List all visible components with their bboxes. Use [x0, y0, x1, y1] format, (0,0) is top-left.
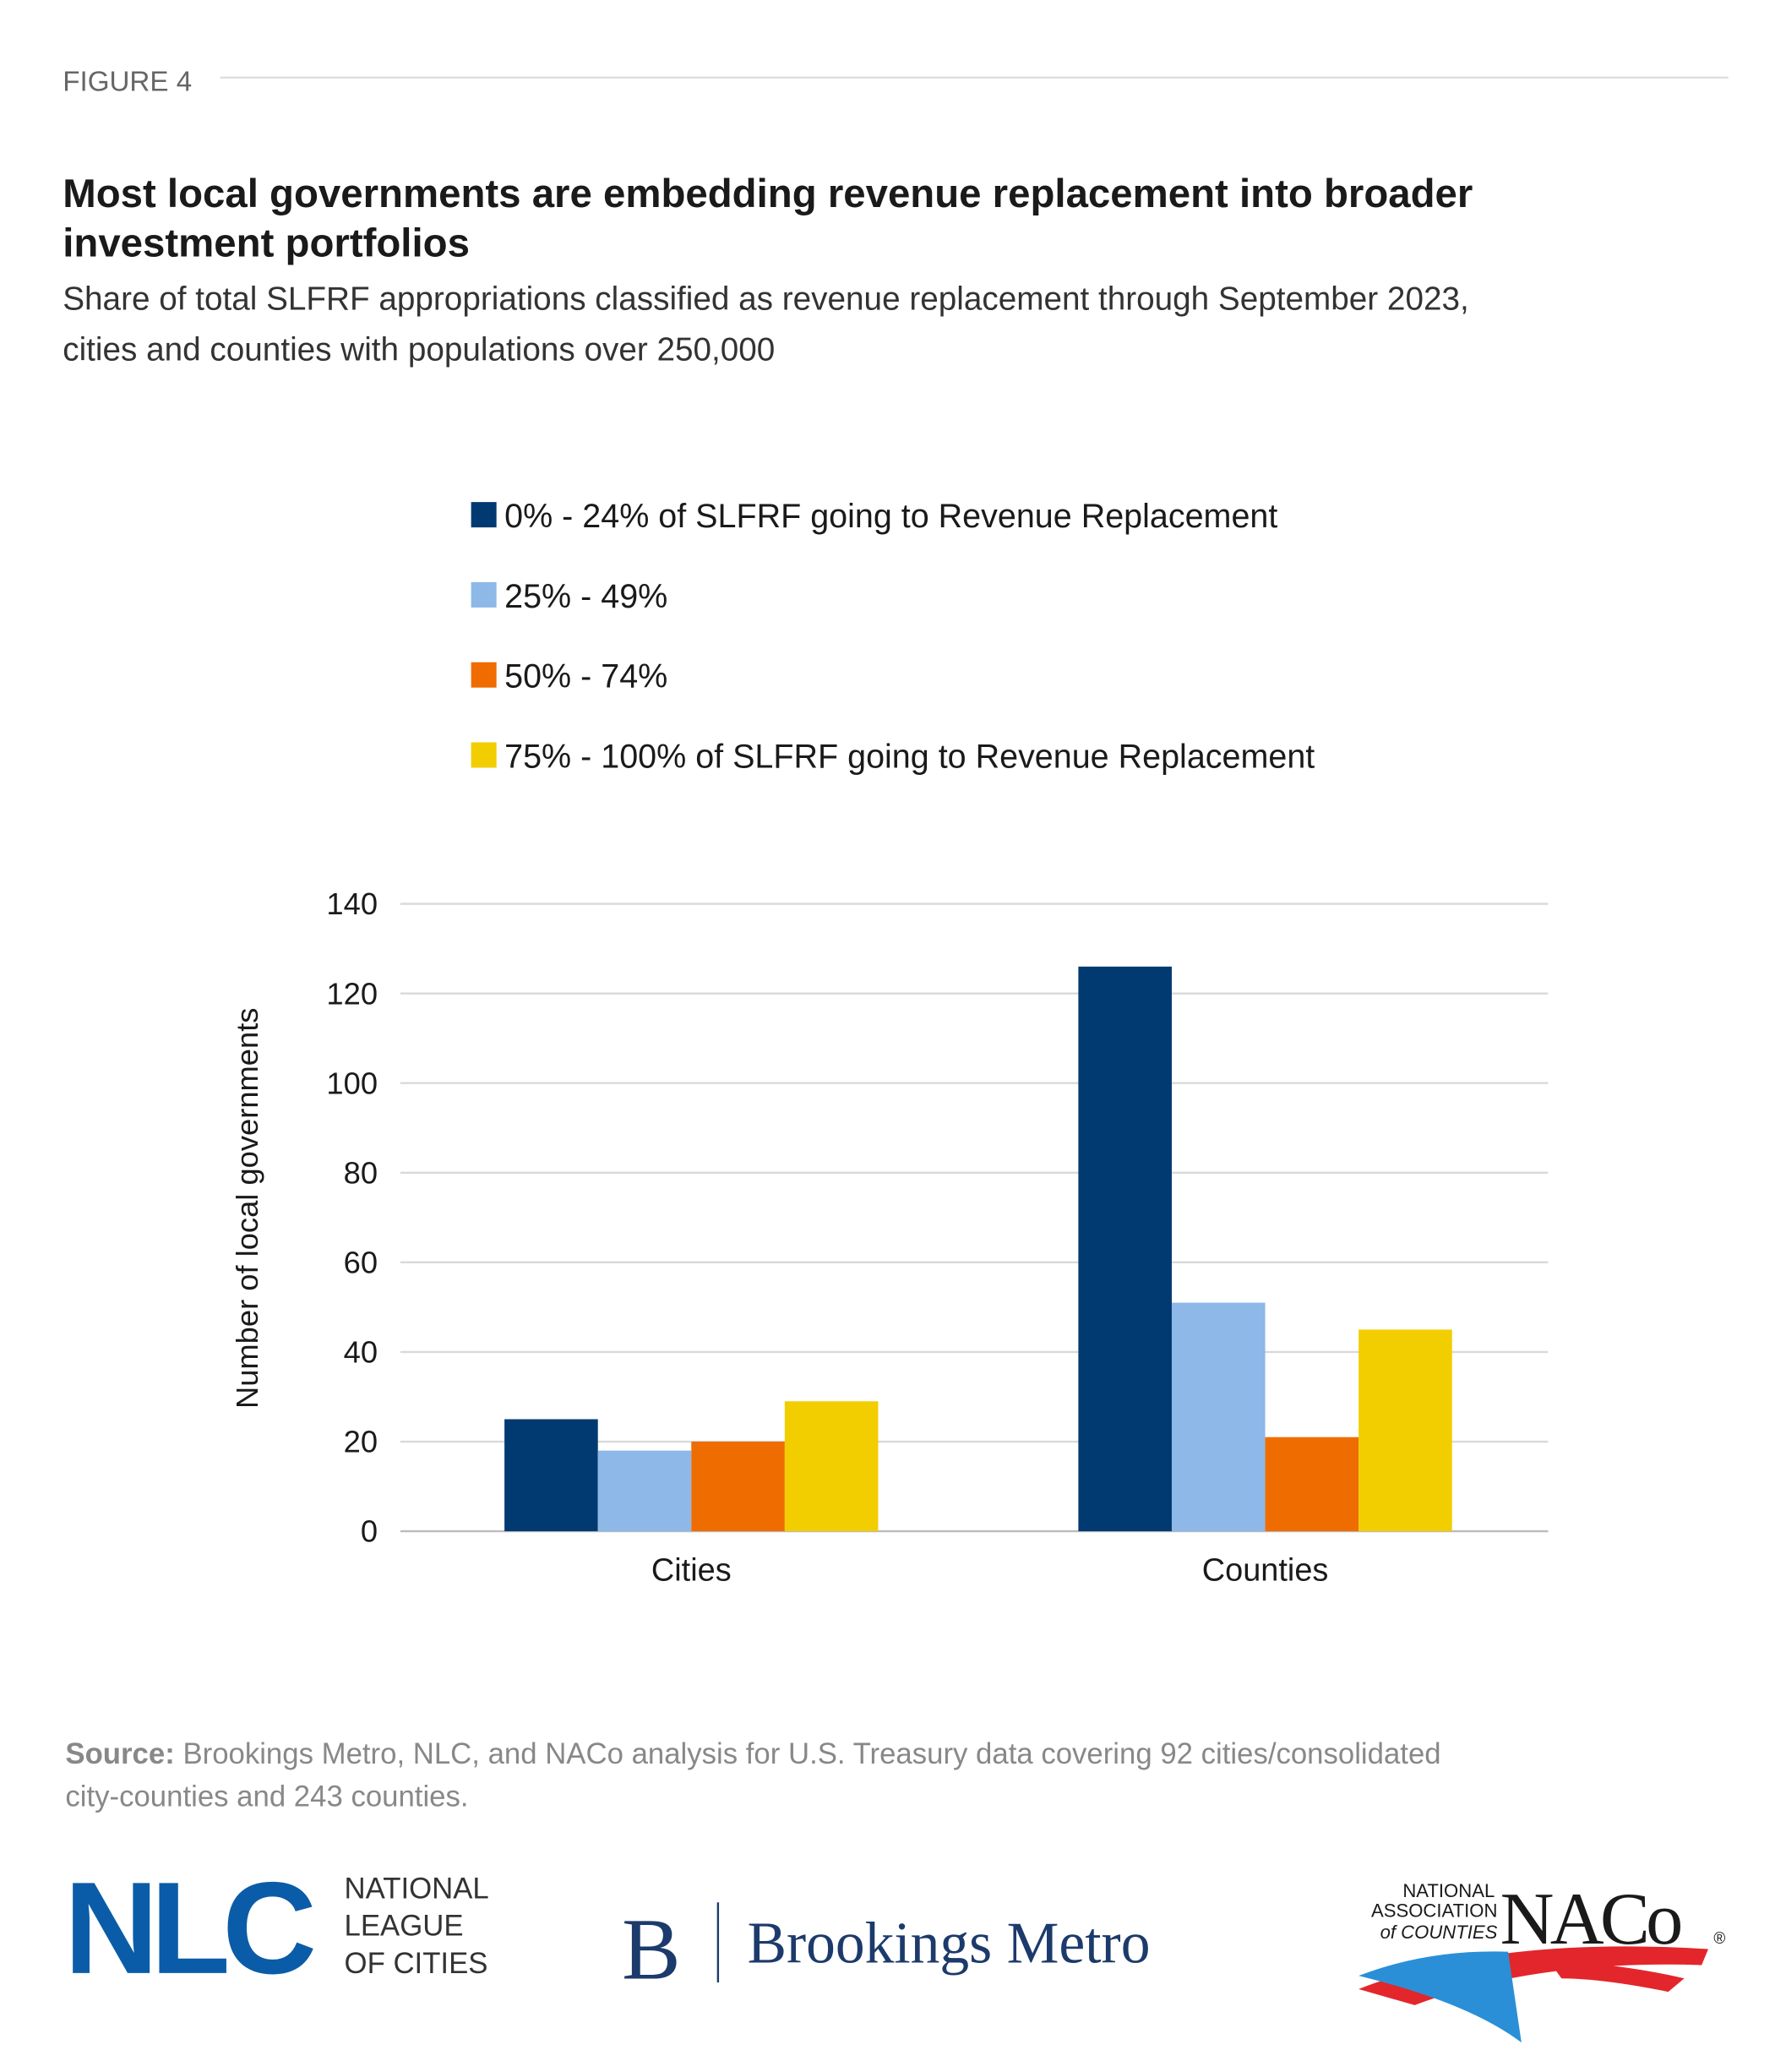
y-tick-label: 100 — [326, 1066, 378, 1100]
bar — [597, 1450, 692, 1532]
y-tick-label: 20 — [344, 1425, 378, 1459]
brookings-mark: B — [622, 1900, 681, 1998]
legend-swatch — [471, 742, 497, 768]
naco-text: NATIONAL — [1402, 1880, 1495, 1901]
naco-stripe — [1358, 1951, 1522, 2043]
source-text: city-counties and 243 counties. — [65, 1780, 468, 1813]
chart-title: Most local governments are embedding rev… — [63, 172, 1473, 216]
figure-label: FIGURE 4 — [63, 67, 192, 98]
chart-subtitle: Share of total SLFRF appropriations clas… — [63, 281, 1469, 318]
legend-label: 50% - 74% — [504, 658, 667, 695]
naco-text: ASSOCIATION — [1371, 1900, 1497, 1922]
bar — [1078, 966, 1172, 1532]
naco-reg: ® — [1713, 1930, 1725, 1948]
nlc-text: LEAGUE — [345, 1911, 464, 1943]
chart-title: investment portfolios — [63, 221, 470, 265]
legend-swatch — [471, 502, 497, 528]
source-text: Brookings Metro, NLC, and NACo analysis … — [182, 1738, 1440, 1770]
y-tick-label: 140 — [326, 886, 378, 921]
brookings-name: Brookings Metro — [748, 1911, 1151, 1976]
legend-swatch — [471, 662, 497, 688]
legend-swatch — [471, 581, 497, 608]
source-label: Source: — [65, 1738, 174, 1770]
legend-label: 0% - 24% of SLFRF going to Revenue Repla… — [504, 498, 1277, 535]
source: Source: Brookings Metro, NLC, and NACo a… — [65, 1738, 1440, 1770]
chart-subtitle: cities and counties with populations ove… — [63, 332, 775, 368]
nlc-text: OF CITIES — [345, 1948, 488, 1980]
bar — [691, 1442, 785, 1532]
naco-stripe — [1548, 1960, 1685, 1993]
legend-label: 75% - 100% of SLFRF going to Revenue Rep… — [504, 738, 1315, 775]
y-tick-label: 0 — [361, 1514, 378, 1549]
bar — [784, 1401, 879, 1532]
bar — [504, 1419, 598, 1532]
nlc-text: NATIONAL — [345, 1873, 489, 1905]
y-axis-title: Number of local governments — [230, 1008, 264, 1410]
y-tick-label: 80 — [344, 1155, 378, 1190]
x-tick-label: Cities — [651, 1553, 732, 1589]
nlc-mark: NLC — [64, 1855, 313, 2001]
bar — [1265, 1437, 1359, 1532]
y-tick-label: 60 — [344, 1246, 378, 1280]
bar — [1358, 1329, 1452, 1532]
y-tick-label: 40 — [344, 1335, 378, 1370]
legend-label: 25% - 49% — [504, 578, 667, 615]
y-tick-label: 120 — [326, 976, 378, 1011]
bar — [1171, 1302, 1266, 1532]
x-tick-label: Counties — [1202, 1553, 1329, 1589]
naco-text: of COUNTIES — [1380, 1922, 1498, 1943]
